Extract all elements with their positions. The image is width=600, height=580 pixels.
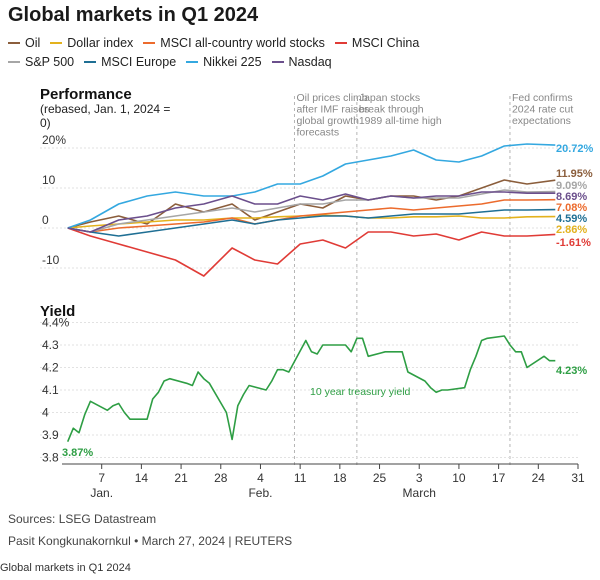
legend-item: Oil (8, 34, 40, 53)
sources-note: Sources: LSEG Datastream (8, 512, 157, 526)
yield-y-tick-label: 4 (42, 406, 49, 420)
x-month-label: Feb. (248, 486, 272, 500)
legend-label: Oil (25, 36, 41, 50)
credit-line: Pasit Kongkunakornkul • March 27, 2024 |… (8, 534, 293, 548)
annotation-text: Japan stocks (359, 92, 420, 104)
series-line-msci-europe (67, 208, 556, 237)
x-tick-label: 11 (294, 471, 307, 485)
annotation-text: 1989 all-time high (359, 115, 442, 127)
x-tick-label: 17 (492, 471, 506, 485)
perf-y-tick-label: 0 (42, 213, 49, 227)
legend-item: MSCI all-country world stocks (143, 34, 325, 53)
x-tick-label: 18 (333, 471, 347, 485)
legend-swatch (186, 60, 199, 63)
x-tick-label: 7 (98, 471, 105, 485)
yield-y-tick-label: 3.8 (42, 451, 59, 465)
x-tick-label: 10 (452, 471, 466, 485)
legend-label: Dollar index (67, 36, 134, 50)
yield-y-tick-label: 4.4% (42, 316, 70, 330)
legend-item: MSCI Europe (84, 53, 176, 72)
series-line-s-p-500 (67, 189, 556, 233)
x-tick-label: 3 (416, 471, 423, 485)
legend-label: MSCI China (351, 36, 420, 50)
legend-item: Nasdaq (271, 53, 332, 72)
yield-title: Yield (40, 303, 76, 320)
perf-y-tick-label: 20% (42, 133, 66, 147)
series-line-nikkei-225 (67, 143, 556, 229)
yield-y-tick-label: 4.1 (42, 383, 59, 397)
end-value-label: 11.95% (556, 168, 593, 180)
annotation-text: Fed confirms (512, 92, 573, 104)
yield-end-label: 4.23% (556, 365, 587, 377)
series-line-msci-all-country-world-stocks (67, 198, 556, 233)
perf-y-tick-label: 10 (42, 173, 56, 187)
yield-y-tick-label: 3.9 (42, 428, 59, 442)
series-line-oil (67, 179, 556, 229)
legend-label: MSCI all-country world stocks (160, 36, 325, 50)
perf-y-tick-label: -10 (42, 253, 60, 267)
annotation-text: global growth (296, 115, 359, 127)
legend: Oil Dollar index MSCI all-country world st… (8, 34, 478, 72)
legend-swatch (84, 60, 97, 63)
performance-subtitle: (rebased, Jan. 1, 2024 = 0) (40, 102, 171, 130)
legend-item: S&P 500 (8, 53, 74, 72)
chart-title: Global markets in Q1 2024 (8, 4, 259, 26)
x-tick-label: 14 (135, 471, 149, 485)
end-value-label: -1.61% (556, 237, 591, 249)
figure-caption: Global markets in Q1 2024 (0, 562, 131, 574)
x-month-label: March (403, 486, 436, 500)
yield-start-label: 3.87% (62, 447, 93, 459)
annotation-text: forecasts (296, 127, 339, 139)
series-line-nasdaq (67, 191, 556, 233)
legend-item: MSCI China (334, 34, 420, 53)
legend-label: S&P 500 (25, 55, 75, 69)
legend-label: Nasdaq (288, 55, 332, 69)
annotation-text: 2024 rate cut (512, 104, 573, 116)
x-tick-label: 25 (373, 471, 387, 485)
x-tick-label: 31 (571, 471, 585, 485)
x-month-label: Jan. (90, 486, 113, 500)
end-value-label: 4.59% (556, 213, 587, 225)
end-value-label: 2.86% (556, 224, 587, 236)
legend-swatch (143, 41, 156, 44)
end-value-label: 20.72% (556, 143, 594, 155)
end-value-label: 7.08% (556, 202, 587, 214)
annotation-text: expectations (512, 115, 571, 127)
legend-label: MSCI Europe (101, 55, 177, 69)
end-value-label: 8.69% (556, 191, 587, 203)
yield-y-tick-label: 4.2 (42, 361, 59, 375)
x-tick-label: 21 (174, 471, 188, 485)
yield-y-tick-label: 4.3 (42, 338, 59, 352)
yield-series-line (66, 335, 556, 443)
end-value-label: 9.09% (556, 180, 587, 192)
x-tick-label: 4 (257, 471, 264, 485)
x-tick-label: 28 (214, 471, 228, 485)
legend-swatch (8, 41, 20, 44)
x-tick-label: 24 (532, 471, 546, 485)
annotation-text: after IMF raises (296, 104, 369, 116)
annotation-text: Oil prices climb (296, 92, 367, 104)
legend-label: Nikkei 225 (203, 55, 262, 69)
legend-swatch (50, 41, 63, 44)
yield-series-label: 10 year treasury yield (310, 386, 411, 398)
legend-swatch (271, 60, 284, 63)
legend-swatch (334, 41, 347, 44)
legend-swatch (8, 60, 20, 63)
performance-title: Performance (40, 86, 132, 103)
legend-item: Dollar index (50, 34, 133, 53)
series-line-msci-china (67, 227, 556, 277)
legend-item: Nikkei 225 (186, 53, 262, 72)
annotation-text: break through (359, 104, 424, 116)
